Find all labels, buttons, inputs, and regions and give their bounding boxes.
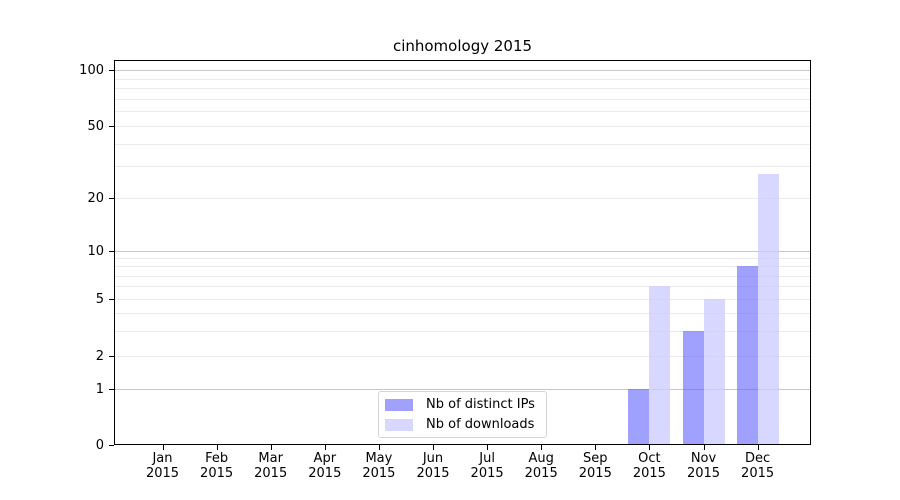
gridline-minor <box>115 111 810 113</box>
gridline-minor <box>115 266 810 268</box>
x-tick-label: Apr 2015 <box>297 451 353 481</box>
x-tick-label: Jan 2015 <box>135 451 191 481</box>
y-tick <box>109 389 114 390</box>
x-tick-label: Jul 2015 <box>459 451 515 481</box>
gridline-minor <box>115 98 810 100</box>
bar-distinct-ips-nov <box>682 330 704 444</box>
gridline-minor <box>115 330 810 332</box>
x-tick-label-month: Oct <box>638 451 661 466</box>
x-tick-label: Oct 2015 <box>621 451 677 481</box>
y-tick <box>109 70 114 71</box>
x-tick-label: Feb 2015 <box>189 451 245 481</box>
gridline-minor <box>115 78 810 80</box>
x-tick-label-year: 2015 <box>200 466 234 481</box>
bar-downloads-dec <box>757 174 779 444</box>
bar-downloads-nov <box>703 299 725 444</box>
y-tick-label: 20 <box>87 190 104 206</box>
x-tick <box>270 445 272 450</box>
x-tick-label-month: Mar <box>258 451 283 466</box>
y-tick-label: 1 <box>95 381 104 397</box>
x-tick-label-year: 2015 <box>416 466 450 481</box>
y-tick-label: 100 <box>79 62 104 78</box>
y-tick <box>109 126 114 127</box>
x-tick-label-year: 2015 <box>524 466 558 481</box>
x-tick-label: May 2015 <box>351 451 407 481</box>
x-tick <box>162 445 164 450</box>
gridline-minor <box>115 299 810 300</box>
x-tick <box>216 445 218 450</box>
y-tick <box>109 251 114 252</box>
legend: Nb of distinct IPs Nb of downloads <box>378 391 547 438</box>
x-tick <box>595 445 597 450</box>
x-tick-label: Dec 2015 <box>730 451 786 481</box>
x-tick-label-month: Dec <box>745 451 771 466</box>
x-tick-label-year: 2015 <box>362 466 396 481</box>
x-tick-label-month: Jun <box>422 451 444 466</box>
x-tick-label-year: 2015 <box>578 466 612 481</box>
gridline-major <box>115 251 810 252</box>
gridline-major <box>115 70 810 71</box>
y-tick-label: 2 <box>95 348 104 364</box>
legend-label-distinct-ips: Nb of distinct IPs <box>426 397 535 412</box>
y-tick <box>109 198 114 199</box>
gridline-minor <box>115 258 810 260</box>
x-tick-label-year: 2015 <box>741 466 775 481</box>
x-tick-label-month: Nov <box>690 451 717 466</box>
legend-item-distinct-ips: Nb of distinct IPs <box>385 396 538 413</box>
x-tick-label-year: 2015 <box>308 466 342 481</box>
x-tick-label-month: Jan <box>152 451 173 466</box>
x-tick <box>378 445 380 450</box>
gridline-minor <box>115 356 810 357</box>
x-tick-label-year: 2015 <box>470 466 504 481</box>
x-tick-label-month: Apr <box>313 451 337 466</box>
gridline-minor <box>115 88 810 90</box>
x-tick <box>703 445 705 450</box>
x-tick <box>487 445 489 450</box>
gridline-minor <box>115 312 810 314</box>
y-tick-label: 10 <box>87 243 104 259</box>
x-tick <box>433 445 434 450</box>
x-tick <box>541 445 543 450</box>
x-tick-label-month: Sep <box>583 451 608 466</box>
chart-title: cinhomology 2015 <box>392 37 533 55</box>
y-tick <box>109 356 114 357</box>
legend-item-downloads: Nb of downloads <box>385 416 538 433</box>
x-tick-label: Sep 2015 <box>567 451 623 481</box>
x-tick-label-month: Jul <box>479 451 495 466</box>
x-tick-label-year: 2015 <box>145 466 180 481</box>
bar-downloads-oct <box>649 286 671 444</box>
legend-swatch-downloads-icon <box>385 418 413 431</box>
x-tick <box>649 445 651 450</box>
gridline-minor <box>115 275 810 277</box>
x-tick-label-month: Aug <box>528 451 554 466</box>
y-tick-label: 0 <box>95 437 104 453</box>
x-tick <box>757 445 759 450</box>
y-tick-label: 5 <box>95 291 104 307</box>
gridline-minor <box>115 286 810 288</box>
bar-distinct-ips-oct <box>628 389 650 444</box>
gridline-minor <box>115 166 810 168</box>
x-tick-label: Aug 2015 <box>513 451 569 481</box>
gridline-major <box>115 389 810 390</box>
x-tick-label-month: Feb <box>205 451 229 466</box>
y-tick <box>109 299 114 300</box>
x-tick-label-year: 2015 <box>686 466 721 481</box>
x-tick-label: Nov 2015 <box>676 451 732 481</box>
gridline-minor <box>115 198 810 199</box>
x-tick-label-month: May <box>365 451 393 466</box>
x-tick <box>324 445 326 450</box>
gridline-minor <box>115 143 810 145</box>
x-tick-label: Mar 2015 <box>243 451 299 481</box>
legend-label-downloads: Nb of downloads <box>426 417 535 432</box>
legend-swatch-distinct-ips-icon <box>385 398 413 411</box>
x-tick-label-year: 2015 <box>632 466 666 481</box>
bar-distinct-ips-dec <box>736 266 758 444</box>
x-tick-label-year: 2015 <box>254 466 288 481</box>
y-tick <box>109 445 114 446</box>
x-tick-label: Jun 2015 <box>405 451 461 481</box>
y-tick-label: 50 <box>87 118 104 134</box>
gridline-minor <box>115 126 810 127</box>
